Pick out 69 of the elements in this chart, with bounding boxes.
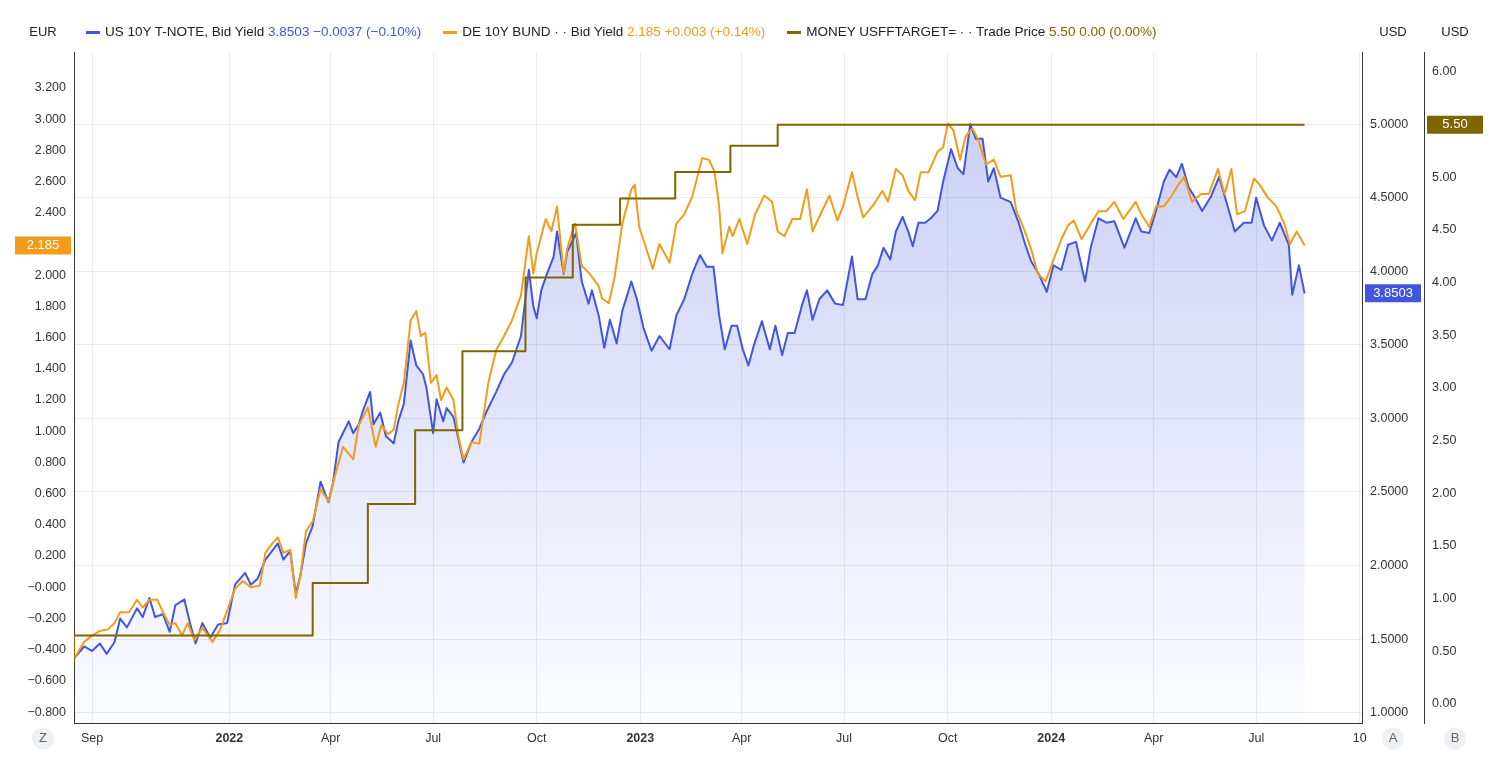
y3-tick-label: 1.00: [1432, 591, 1457, 606]
y-tick-label: −0.200: [27, 610, 67, 625]
y-tick-label: 3.200: [34, 80, 67, 95]
x-tick-label: 10: [1352, 730, 1367, 745]
y2-axis-title: USD: [1379, 23, 1407, 39]
text: 5.50: [1442, 116, 1468, 132]
y2-tick-label: 3.5000: [1370, 337, 1409, 352]
y3-tick-label: 4.00: [1432, 275, 1457, 290]
y-tick-label: −0.000: [27, 579, 67, 594]
x-tick-label: Sep: [80, 730, 104, 745]
y-tick-label: 2.000: [34, 267, 67, 282]
y3-tick-label: 0.00: [1432, 696, 1457, 711]
x-tick-label: Oct: [527, 730, 547, 745]
y-tick-label: −0.600: [27, 673, 67, 688]
y-tick-label: −0.400: [27, 642, 67, 657]
y3-tick-label: 2.50: [1432, 433, 1457, 448]
x-tick-label: Apr: [320, 730, 341, 745]
y2-tick-label: 4.0000: [1370, 263, 1409, 278]
y-tick-label: 0.200: [34, 548, 67, 563]
x-tick-label: Jul: [1248, 730, 1265, 745]
x-tick-label: Jul: [425, 730, 442, 745]
y3-tick-label: 4.50: [1432, 222, 1457, 237]
y3-tick-label: 0.50: [1432, 643, 1457, 658]
y-tick-label: 1.600: [34, 330, 67, 345]
y-tick-label: 0.600: [34, 486, 67, 501]
legend-label: DE 10Y BUND · · Bid Yield: [462, 24, 624, 39]
y3-axis-title: USD: [1441, 23, 1469, 39]
y-tick-label: 0.400: [34, 517, 67, 532]
text: 3.8503: [1373, 284, 1413, 300]
x-tick-label: 2022: [215, 730, 244, 745]
text: 2.185: [26, 237, 60, 253]
y3-tick-label: 1.50: [1432, 538, 1457, 553]
legend-label: MONEY USFFTARGET= · · Trade Price: [806, 24, 1046, 39]
y-tick-label: 0.800: [34, 454, 67, 469]
y-tick-label: 1.800: [34, 298, 67, 313]
y2-tick-label: 2.5000: [1370, 484, 1409, 499]
text: Z: [39, 730, 48, 746]
x-tick-label: Apr: [731, 730, 752, 745]
y-axis-title: EUR: [29, 23, 57, 39]
text: A: [1388, 730, 1398, 746]
y2-tick-label: 3.0000: [1370, 410, 1409, 425]
y2-tick-label: 1.5000: [1370, 631, 1409, 646]
y-tick-label: 1.400: [34, 361, 67, 376]
y-tick-label: 1.000: [34, 423, 67, 438]
y-tick-label: 3.000: [34, 111, 67, 126]
y3-tick-label: 3.50: [1432, 327, 1457, 342]
text: 5.50 0.00 (0.00%): [1049, 24, 1157, 39]
y-tick-label: 2.800: [34, 142, 67, 157]
x-tick-label: Oct: [937, 730, 958, 745]
text: 3.8503 −0.0037 (−0.10%): [268, 24, 422, 39]
y2-tick-label: 5.0000: [1370, 116, 1409, 131]
y2-tick-label: 4.5000: [1370, 190, 1409, 205]
x-tick-label: Apr: [1143, 730, 1164, 745]
y3-tick-label: 2.00: [1432, 485, 1457, 500]
y2-tick-label: 2.0000: [1370, 558, 1409, 572]
text: 2.185 +0.003 (+0.14%): [627, 24, 766, 39]
x-tick-label: 2024: [1037, 730, 1066, 745]
text: B: [1450, 730, 1460, 746]
y3-tick-label: 6.00: [1432, 64, 1457, 79]
y-tick-label: 2.400: [34, 205, 67, 220]
x-tick-label: 2023: [626, 730, 655, 745]
y3-tick-label: 5.00: [1432, 169, 1457, 184]
x-tick-label: Jul: [836, 730, 853, 745]
y-tick-label: 1.200: [34, 392, 67, 407]
y-tick-label: −0.800: [27, 704, 67, 719]
legend-label: US 10Y T-NOTE, Bid Yield: [105, 24, 265, 39]
y2-tick-label: 1.0000: [1370, 705, 1409, 720]
y-tick-label: 2.600: [34, 173, 67, 188]
y3-tick-label: 3.00: [1432, 380, 1457, 395]
